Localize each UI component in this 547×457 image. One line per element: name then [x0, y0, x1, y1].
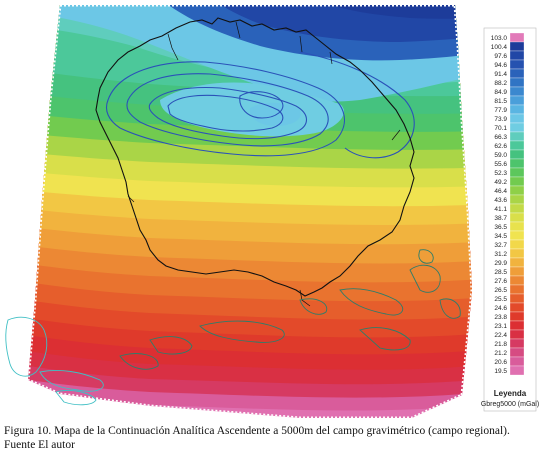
island-coastline — [95, 17, 415, 297]
legend-tick-label: 20.6 — [494, 359, 507, 366]
legend-swatch — [509, 266, 525, 277]
legend-swatch — [509, 239, 525, 250]
legend-swatch — [509, 275, 525, 286]
legend-swatch — [509, 212, 525, 223]
gravity-contours — [105, 51, 415, 159]
legend-tick-label: 31.2 — [494, 251, 507, 258]
legend-tick-label: 19.5 — [494, 368, 507, 375]
legend-tick-label: 32.7 — [494, 242, 507, 249]
legend-swatch — [509, 50, 525, 61]
legend-tick-label: 27.6 — [494, 278, 507, 285]
legend-swatch — [509, 311, 525, 322]
legend-swatch — [509, 113, 525, 124]
legend-swatch — [509, 167, 525, 178]
legend-tick-label: 21.2 — [494, 350, 507, 357]
legend-swatch — [509, 158, 525, 169]
legend-tick-label: 36.5 — [494, 224, 507, 231]
legend-tick-label: 26.5 — [494, 287, 507, 294]
map-legend: 103.0 100.4 97.6 94.6 91.4 88.2 84.9 81.5 77.9 73… — [481, 27, 539, 412]
legend-tick-label: 23.8 — [494, 314, 507, 321]
gravity-map-figure: 103.0 100.4 97.6 94.6 91.4 88.2 84.9 81.5 77.9 73… — [5, 5, 539, 418]
legend-tick-label: 49.2 — [494, 179, 507, 186]
legend-title: Leyenda — [494, 389, 527, 398]
legend-swatch — [509, 230, 525, 241]
legend-tick-label: 41.1 — [494, 206, 507, 213]
legend-tick-label: 28.5 — [494, 269, 507, 276]
legend-swatch — [509, 140, 525, 151]
legend-tick-label: 62.6 — [494, 143, 507, 150]
legend-swatch — [509, 257, 525, 268]
legend-swatch — [509, 293, 525, 304]
legend-swatch — [509, 149, 525, 160]
legend-swatch — [509, 203, 525, 214]
legend-tick-label: 100.4 — [491, 44, 508, 51]
legend-tick-label: 38.7 — [494, 215, 507, 222]
legend-tick-label: 46.4 — [494, 188, 507, 195]
legend-tick-label: 43.6 — [494, 197, 507, 204]
legend-swatch — [509, 356, 525, 367]
caption-line-2: Fuente El autor — [4, 439, 75, 451]
legend-tick-label: 88.2 — [494, 80, 507, 87]
gravity-field-bands — [28, 5, 472, 418]
legend-swatch — [509, 320, 525, 331]
legend-swatch — [509, 59, 525, 70]
legend-swatch — [509, 176, 525, 187]
legend-swatch — [509, 77, 525, 88]
legend-tick-label: 24.6 — [494, 305, 507, 312]
legend-subtitle: Gbreg5000 (mGal) — [481, 401, 539, 408]
caption-line-1: Figura 10. Mapa de la Continuación Analí… — [4, 425, 510, 437]
legend-swatch — [509, 248, 525, 259]
legend-swatch — [509, 122, 525, 133]
legend-tick-label: 59.0 — [494, 152, 507, 159]
legend-swatch — [509, 221, 525, 232]
legend-tick-label: 22.4 — [494, 332, 507, 339]
island-inner-coast-detail — [127, 21, 401, 307]
legend-swatch — [509, 365, 525, 376]
legend-tick-label: 55.6 — [494, 161, 507, 168]
legend-tick-label: 34.5 — [494, 233, 507, 240]
legend-swatch — [509, 284, 525, 295]
legend-tick-label: 23.1 — [494, 323, 507, 330]
legend-tick-label: 66.3 — [494, 134, 507, 141]
legend-tick-label: 52.3 — [494, 170, 507, 177]
legend-tick-label: 29.9 — [494, 260, 507, 267]
figure-caption: Figura 10. Mapa de la Continuación Analí… — [4, 424, 544, 452]
southern-cays — [119, 249, 461, 370]
legend-tick-label: 70.1 — [494, 125, 507, 132]
legend-swatch — [509, 68, 525, 79]
legend-tick-label: 94.6 — [494, 62, 507, 69]
legend-swatch — [509, 302, 525, 313]
legend-tick-label: 25.5 — [494, 296, 507, 303]
legend-tick-label: 81.5 — [494, 98, 507, 105]
legend-swatch — [509, 338, 525, 349]
legend-tick-label: 21.8 — [494, 341, 507, 348]
legend-tick-label: 91.4 — [494, 71, 507, 78]
legend-tick-label: 84.9 — [494, 89, 507, 96]
legend-swatch — [509, 347, 525, 358]
legend-swatch — [509, 131, 525, 142]
legend-swatch — [509, 86, 525, 97]
legend-tick-label: 97.6 — [494, 53, 507, 60]
legend-swatch — [509, 32, 525, 43]
legend-swatch — [509, 329, 525, 340]
legend-swatch — [509, 185, 525, 196]
legend-swatch — [509, 41, 525, 52]
legend-swatch — [509, 194, 525, 205]
legend-swatch — [509, 104, 525, 115]
legend-tick-label: 77.9 — [494, 107, 507, 114]
legend-tick-label: 73.9 — [494, 116, 507, 123]
legend-tick-label: 103.0 — [491, 35, 508, 42]
isla-de-la-juventud — [5, 316, 104, 406]
legend-swatch — [509, 95, 525, 106]
